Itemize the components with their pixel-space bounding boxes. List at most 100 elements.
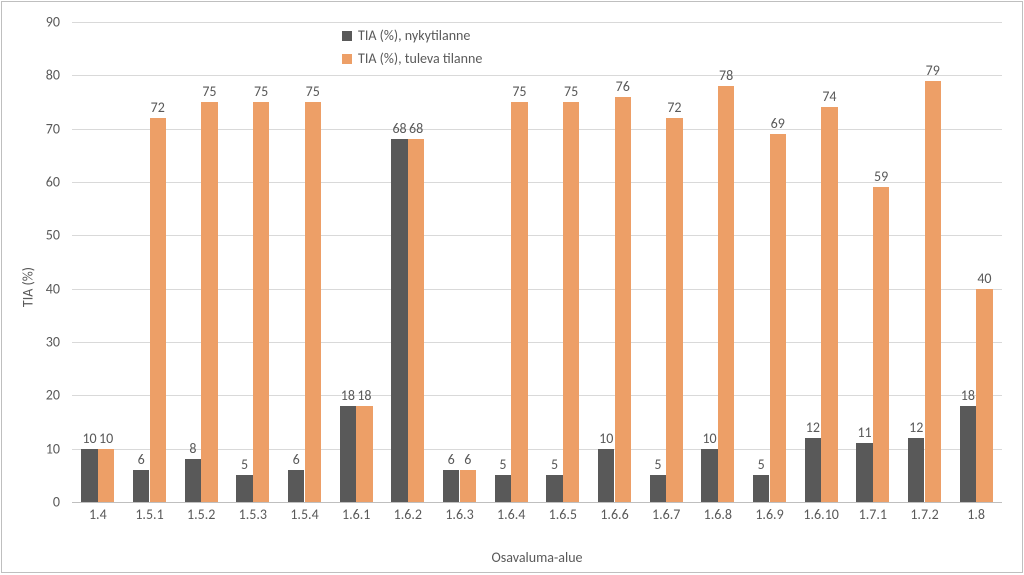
bar-value-label: 12 — [909, 419, 923, 436]
bar-value-label: 10 — [99, 430, 113, 447]
bar — [408, 139, 425, 502]
bar — [236, 475, 253, 502]
bar-value-label: 6 — [464, 451, 471, 468]
xtick-label: 1.6.10 — [803, 506, 838, 523]
bar-value-label: 75 — [306, 83, 320, 100]
bar — [98, 449, 115, 502]
ytick-label: 70 — [10, 120, 60, 137]
bar-value-label: 74 — [822, 88, 836, 105]
bar-value-label: 18 — [357, 387, 371, 404]
xtick-label: 1.6.8 — [704, 506, 732, 523]
bar-value-label: 78 — [719, 67, 733, 84]
xtick-label: 1.6.2 — [394, 506, 422, 523]
xtick-label: 1.6.7 — [652, 506, 680, 523]
bar-value-label: 59 — [874, 168, 888, 185]
legend-item: TIA (%), tuleva tilanne — [342, 50, 482, 67]
bar-value-label: 5 — [241, 456, 248, 473]
bar — [81, 449, 98, 502]
bar — [495, 475, 512, 502]
bar — [770, 134, 787, 502]
bar — [563, 102, 580, 502]
ytick-label: 60 — [10, 174, 60, 191]
xtick-label: 1.7.1 — [859, 506, 887, 523]
ytick-label: 80 — [10, 67, 60, 84]
bar — [460, 470, 477, 502]
legend-item: TIA (%), nykytilanne — [342, 27, 482, 44]
bar-value-label: 72 — [667, 99, 681, 116]
bar-value-label: 18 — [961, 387, 975, 404]
bar — [805, 438, 822, 502]
bar — [598, 449, 615, 502]
bar — [976, 289, 993, 502]
bar — [443, 470, 460, 502]
bar — [908, 438, 925, 502]
bar-value-label: 75 — [202, 83, 216, 100]
legend-label: TIA (%), tuleva tilanne — [358, 50, 482, 67]
bar-value-label: 75 — [512, 83, 526, 100]
xtick-label: 1.5.4 — [290, 506, 318, 523]
xtick-label: 1.5.1 — [135, 506, 163, 523]
bar — [753, 475, 770, 502]
bar — [150, 118, 167, 502]
bar — [925, 81, 942, 502]
plot-area: 1010672875575675181868686657557510765721… — [72, 22, 1002, 502]
bar-value-label: 5 — [654, 456, 661, 473]
bar-value-label: 6 — [448, 451, 455, 468]
gridline — [72, 22, 1002, 23]
ytick-label: 50 — [10, 227, 60, 244]
bar-value-label: 12 — [806, 419, 820, 436]
ytick-label: 30 — [10, 334, 60, 351]
legend-swatch — [342, 54, 352, 64]
bar-value-label: 40 — [977, 270, 991, 287]
ytick-label: 20 — [10, 387, 60, 404]
bar-value-label: 5 — [551, 456, 558, 473]
bar-value-label: 75 — [254, 83, 268, 100]
bar-value-label: 5 — [499, 456, 506, 473]
bar — [133, 470, 150, 502]
xtick-label: 1.5.3 — [239, 506, 267, 523]
bar-value-label: 6 — [293, 451, 300, 468]
bar-value-label: 68 — [409, 120, 423, 137]
bar — [253, 102, 270, 502]
ytick-label: 10 — [10, 440, 60, 457]
bar-value-label: 68 — [392, 120, 406, 137]
xtick-label: 1.5.2 — [187, 506, 215, 523]
bar-value-label: 72 — [151, 99, 165, 116]
bar — [185, 459, 202, 502]
bar — [873, 187, 890, 502]
xtick-label: 1.6.3 — [445, 506, 473, 523]
bar-value-label: 69 — [771, 115, 785, 132]
bar — [666, 118, 683, 502]
bar — [356, 406, 373, 502]
chart-container: TIA (%) Osavaluma-alue 10106728755756751… — [1, 1, 1023, 573]
bar-value-label: 10 — [82, 430, 96, 447]
xtick-label: 1.4 — [89, 506, 107, 523]
gridline — [72, 75, 1002, 76]
bar — [650, 475, 667, 502]
bar — [821, 107, 838, 502]
bar-value-label: 10 — [702, 430, 716, 447]
xtick-label: 1.6.4 — [497, 506, 525, 523]
legend-swatch — [342, 31, 352, 41]
bar-value-label: 18 — [341, 387, 355, 404]
bar — [340, 406, 357, 502]
ytick-label: 90 — [10, 14, 60, 31]
xtick-label: 1.6.5 — [549, 506, 577, 523]
legend: TIA (%), nykytilanne TIA (%), tuleva tila… — [342, 27, 482, 73]
bar — [960, 406, 977, 502]
bar-value-label: 5 — [758, 456, 765, 473]
bar — [718, 86, 735, 502]
bar — [546, 475, 563, 502]
bar-value-label: 8 — [189, 440, 196, 457]
bar — [701, 449, 718, 502]
xtick-label: 1.6.9 — [755, 506, 783, 523]
bar — [305, 102, 322, 502]
xtick-label: 1.6.1 — [342, 506, 370, 523]
bar-value-label: 6 — [138, 451, 145, 468]
bar — [856, 443, 873, 502]
xtick-label: 1.7.2 — [910, 506, 938, 523]
ytick-label: 40 — [10, 280, 60, 297]
legend-label: TIA (%), nykytilanne — [358, 27, 470, 44]
x-axis-title: Osavaluma-alue — [72, 549, 1002, 566]
xtick-label: 1.8 — [967, 506, 985, 523]
